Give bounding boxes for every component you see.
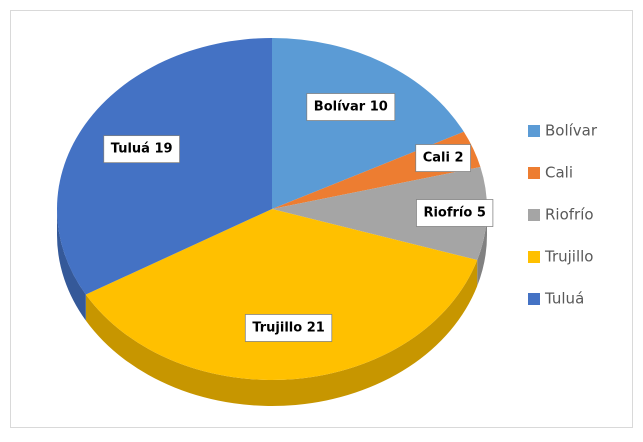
data-label-box xyxy=(415,144,471,172)
legend-label: Bolívar xyxy=(545,122,598,140)
data-label-box xyxy=(416,199,494,227)
legend-label: Trujillo xyxy=(544,248,593,266)
data-label-group: Tuluá 19 xyxy=(103,135,180,164)
pie-side xyxy=(57,209,86,321)
legend-swatch xyxy=(528,251,540,263)
data-label: Bolívar 10 xyxy=(314,100,388,115)
data-label-box xyxy=(244,314,333,342)
pie-side xyxy=(477,209,487,287)
pie-slice xyxy=(85,209,478,380)
data-label-box xyxy=(306,93,396,121)
legend-swatch xyxy=(528,209,540,221)
data-label-group: Bolívar 10 xyxy=(306,93,396,121)
pie-slice xyxy=(57,38,272,295)
data-label: Riofrío 5 xyxy=(423,206,485,221)
legend-swatch xyxy=(528,125,540,137)
pie-side xyxy=(85,260,478,406)
data-label: Tuluá 19 xyxy=(111,142,173,157)
legend-label: Cali xyxy=(545,164,573,182)
legend-swatch xyxy=(528,167,540,179)
data-label: Cali 2 xyxy=(423,151,464,166)
pie-slice xyxy=(272,167,487,261)
legend-label: Riofrío xyxy=(545,206,594,224)
data-label: Trujillo 21 xyxy=(252,320,324,335)
data-label-group: Cali 2 xyxy=(415,144,471,172)
legend-label: Tuluá xyxy=(544,290,584,308)
legend-swatch xyxy=(528,293,540,305)
data-label-group: Riofrío 5 xyxy=(416,199,494,227)
data-label-group: Trujillo 21 xyxy=(244,314,333,342)
data-label-box xyxy=(103,135,180,164)
pie-slice xyxy=(272,38,464,209)
